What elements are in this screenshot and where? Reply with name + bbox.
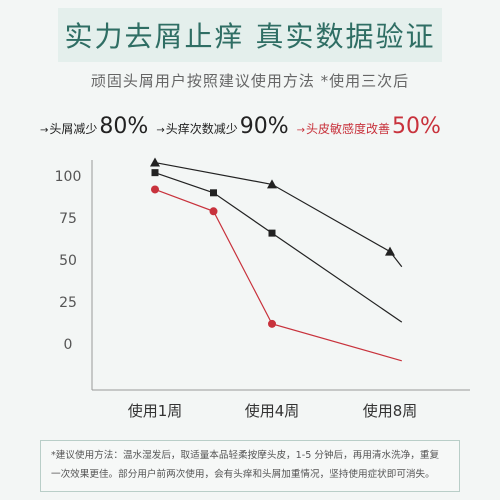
triangle-marker: [385, 246, 395, 256]
usage-note-line: 一次效果更佳。部分用户前两次使用，会有头痒和头屑加重情况，坚持使用症状即可消失。: [51, 469, 435, 480]
legend-label: 头痒次数减少: [165, 122, 238, 136]
series-line: [154, 161, 403, 268]
legend-item-itch: → 头痒次数减少 90%: [156, 114, 288, 139]
usage-note-line: *建议使用方法：温水湿发后，取适量本品轻柔按摩头皮，1-5 分钟后，再用清水洗净…: [51, 450, 440, 461]
arrow-icon: →: [296, 125, 306, 136]
legend-item-sensitivity: → 头皮敏感度改善 50%: [297, 114, 441, 139]
usage-note: *建议使用方法：温水湿发后，取适量本品轻柔按摩头皮，1-5 分钟后，再用清水洗净…: [40, 440, 460, 492]
square-marker: [210, 189, 217, 197]
series-line: [154, 172, 403, 323]
arrow-icon: →: [156, 125, 165, 136]
line-chart: 100 75 50 25 0 使用1周 使用4周 使用8周: [55, 157, 470, 420]
square-marker: [268, 229, 276, 237]
square-marker: [151, 169, 159, 177]
series-line: [154, 188, 402, 362]
page-title: 实力去屑止痒 真实数据验证: [64, 20, 436, 53]
legend-item-dandruff: → 头屑减少 80%: [40, 114, 148, 139]
circle-marker: [209, 207, 218, 216]
circle-marker: [151, 185, 159, 194]
arrow-icon: →: [40, 125, 49, 136]
legend-value: 80%: [99, 114, 149, 139]
legend-value: 90%: [239, 114, 289, 139]
page-subtitle: 顽固头屑用户按照建议使用方法 *使用三次后: [90, 72, 410, 90]
y-tick-label: 100: [55, 169, 82, 185]
legend-label: 头皮敏感度改善: [306, 122, 391, 136]
y-tick-label: 50: [59, 253, 77, 269]
x-tick-label: 使用8周: [363, 402, 418, 420]
triangle-marker: [267, 179, 277, 189]
y-tick-label: 0: [64, 337, 73, 353]
circle-marker: [268, 319, 276, 328]
x-tick-label: 使用1周: [128, 402, 183, 420]
triangle-marker: [150, 157, 160, 167]
legend-label: 头屑减少: [49, 122, 98, 136]
chart-legend: → 头屑减少 80% → 头痒次数减少 90% → 头皮敏感度改善 50%: [40, 114, 480, 144]
legend-value: 50%: [392, 114, 441, 139]
y-tick-label: 75: [59, 211, 77, 227]
x-tick-label: 使用4周: [245, 402, 300, 420]
y-tick-label: 25: [59, 295, 77, 311]
title-banner: 实力去屑止痒 真实数据验证: [58, 8, 442, 62]
